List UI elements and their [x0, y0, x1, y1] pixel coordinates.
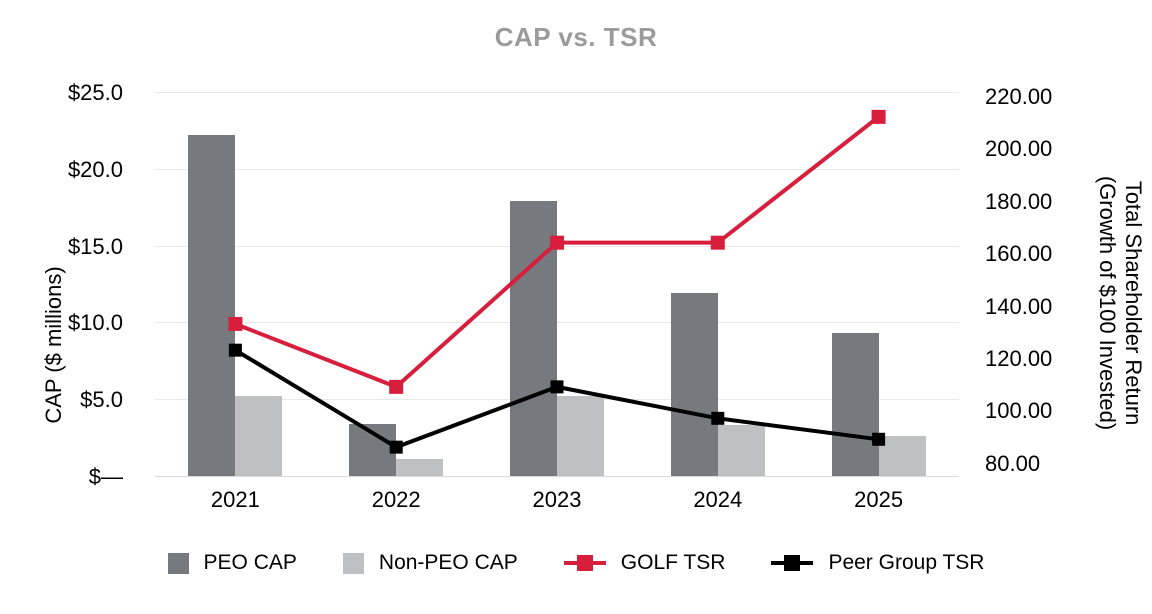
legend-label-golf-tsr: GOLF TSR	[620, 551, 726, 574]
legend-item-peo-cap: PEO CAP	[167, 551, 297, 574]
bar-non-peo-cap-2021	[235, 396, 283, 476]
right-axis-tick-label: 220.00	[985, 83, 1053, 109]
right-axis-tick-label: 160.00	[985, 241, 1053, 267]
right-axis-title-line1: Total Shareholder Return	[1121, 180, 1146, 426]
peer-group-tsr-legend-marker	[784, 555, 801, 571]
bar-peo-cap-2022	[349, 423, 397, 476]
bar-non-peo-cap-2025	[878, 436, 926, 476]
legend-label-non-peo-cap: Non-PEO CAP	[378, 551, 518, 574]
right-axis-tick-label: 80.00	[985, 450, 1041, 476]
right-axis-tick-label: 100.00	[985, 398, 1053, 424]
left-axis-tick-label: $20.0	[67, 156, 123, 182]
peo-cap-swatch	[167, 552, 189, 574]
peer-group-tsr-line-swatch	[771, 555, 814, 571]
bar-peo-cap-2021	[188, 135, 236, 476]
bar-peo-cap-2023	[510, 201, 557, 476]
gridline	[155, 245, 959, 247]
bar-non-peo-cap-2023	[557, 396, 604, 476]
left-axis-tick-label: $—	[88, 464, 123, 489]
x-axis-label-2025: 2025	[854, 487, 904, 512]
x-axis-label-2021: 2021	[210, 487, 260, 512]
plot-area	[155, 92, 959, 477]
chart-title: CAP vs. TSR	[494, 22, 658, 52]
bar-peo-cap-2024	[670, 293, 718, 476]
left-axis-tick-label: $5.0	[80, 387, 123, 413]
legend-item-peer-group-tsr: Peer Group TSR	[771, 552, 984, 574]
bar-non-peo-cap-2022	[396, 459, 444, 476]
golf-tsr-line-swatch	[563, 555, 606, 571]
bar-peo-cap-2025	[831, 333, 879, 476]
legend-label-peo-cap: PEO CAP	[203, 551, 297, 574]
legend-item-non-peo-cap: Non-PEO CAP	[342, 551, 518, 574]
right-axis-tick-label: 200.00	[985, 136, 1053, 162]
legend: PEO CAP Non-PEO CAP GOLF TSR Peer Group …	[0, 546, 1152, 580]
right-axis-title: Total Shareholder Return (Growth of $100…	[1094, 176, 1146, 430]
x-axis-line	[155, 476, 959, 477]
golf-tsr-legend-marker	[576, 555, 593, 571]
x-axis-label-2024: 2024	[693, 487, 743, 512]
legend-item-golf-tsr: GOLF TSR	[563, 551, 726, 574]
x-axis-label-2022: 2022	[371, 487, 421, 512]
gridline	[155, 322, 959, 324]
left-axis-tick-label: $15.0	[67, 233, 123, 259]
gridline	[155, 92, 959, 93]
x-axis-label-2023: 2023	[532, 487, 582, 512]
legend-label-peer-group-tsr: Peer Group TSR	[828, 551, 985, 574]
right-axis-tick-label: 120.00	[985, 346, 1053, 372]
bar-non-peo-cap-2024	[717, 425, 765, 476]
non-peo-cap-swatch	[342, 552, 364, 574]
left-axis-tick-label: $10.0	[67, 310, 123, 336]
right-axis-tick-label: 140.00	[985, 293, 1053, 319]
gridline	[155, 168, 959, 170]
left-axis-tick-label: $25.0	[67, 80, 123, 105]
right-axis-tick-label: 180.00	[985, 188, 1053, 214]
right-axis-title-line2: (Growth of $100 Invested)	[1095, 175, 1120, 431]
